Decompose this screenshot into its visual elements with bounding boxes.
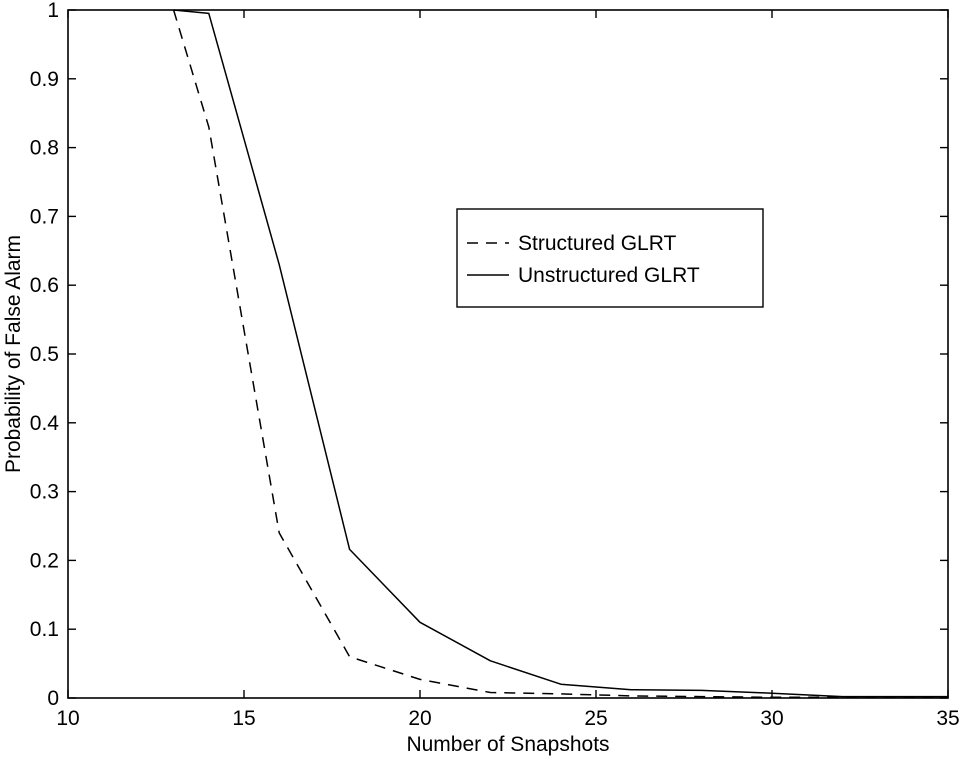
plot-area-frame	[67, 9, 949, 699]
y-axis-label: Probability of False Alarm	[2, 235, 25, 473]
y-tick-label: 0.4	[30, 412, 60, 435]
y-tick-label: 0.9	[30, 68, 59, 91]
y-tick-label: 0.6	[30, 274, 59, 297]
unstructured-glrt-line	[173, 9, 948, 698]
legend-label: Structured GLRT	[518, 232, 677, 255]
x-tick-label: 25	[584, 707, 607, 730]
y-tick-label: 1	[47, 0, 59, 22]
y-tick-label: 0.2	[30, 549, 59, 572]
y-tick-label: 0.3	[30, 481, 59, 504]
legend-label: Unstructured GLRT	[518, 264, 700, 287]
structured-glrt-line	[172, 9, 948, 699]
series-lines	[172, 9, 948, 699]
legend: Structured GLRT Unstructured GLRT	[456, 208, 764, 308]
y-tick-label: 0	[47, 687, 59, 710]
x-tick-label: 30	[760, 707, 783, 730]
x-tick-label: 35	[936, 707, 959, 730]
x-tick-label: 15	[232, 707, 255, 730]
x-tick-label: 20	[408, 707, 431, 730]
x-tick-label: 10	[56, 707, 79, 730]
y-tick-label: 0.5	[30, 343, 59, 366]
y-tick-label: 0.8	[30, 137, 59, 160]
x-axis-label: Number of Snapshots	[406, 733, 609, 756]
axis-ticks: 10 15 20 25 30 35 0 0.1 0.2 0.3 0.4 0.5 0.6 0.7 0.8 0.9…	[30, 0, 960, 730]
y-tick-label: 0.1	[30, 618, 59, 641]
y-tick-label: 0.7	[30, 205, 59, 228]
legend-box	[456, 208, 764, 308]
